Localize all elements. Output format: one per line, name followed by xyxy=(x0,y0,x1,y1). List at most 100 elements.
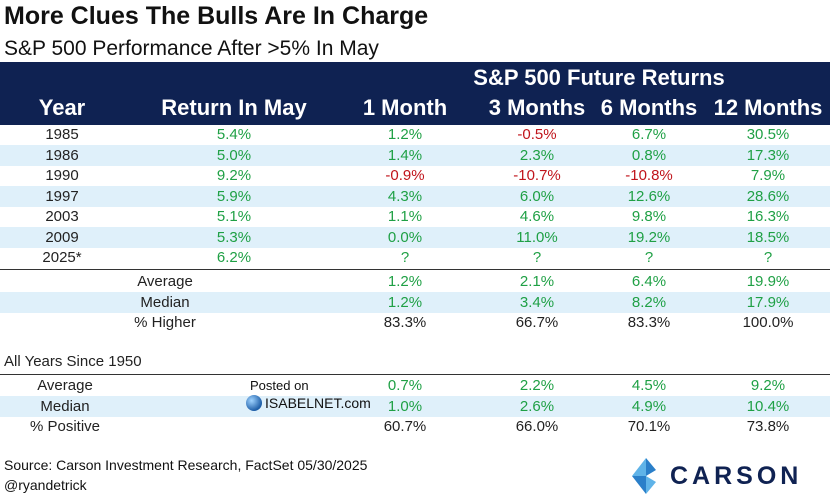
cell-1-month: ? xyxy=(400,249,410,266)
cell-year: 1997 xyxy=(45,188,79,205)
cell-year: 2009 xyxy=(45,229,79,246)
cell-return-in-may: 5.1% xyxy=(216,208,252,225)
cell-1-month: 0.0% xyxy=(387,229,423,246)
column-header-12-months: 12 Months xyxy=(713,95,823,120)
cell-year: 2003 xyxy=(45,208,79,225)
summary-6-months: 8.2% xyxy=(631,294,667,311)
table-row: 1986 5.0% 1.4% 2.3% 0.8% 17.3% xyxy=(0,145,830,166)
cell-12-months: 16.3% xyxy=(746,208,790,225)
summary-1-month: 83.3% xyxy=(383,314,427,331)
cell-3-months: -0.5% xyxy=(517,126,557,143)
column-header-6-months: 6 Months xyxy=(600,95,698,120)
cell-6-months: ? xyxy=(644,249,654,266)
cell-6-months: 6.7% xyxy=(631,126,667,143)
summary-row: Median 1.2% 3.4% 8.2% 17.9% xyxy=(0,292,830,313)
cell-6-months: 12.6% xyxy=(627,188,671,205)
summary-label: Median xyxy=(140,294,190,311)
all-years-label: % Positive xyxy=(29,418,101,435)
source-note: Source: Carson Investment Research, Fact… xyxy=(4,457,368,473)
row-separator xyxy=(0,374,830,375)
all-years-label: Average xyxy=(37,377,93,394)
author-handle: @ryandetrick xyxy=(4,477,87,493)
cell-6-months: 19.2% xyxy=(627,229,671,246)
all-years-row: Median 1.0% 2.6% 4.9% 10.4% xyxy=(0,396,830,417)
column-header-1-month: 1 Month xyxy=(362,95,448,120)
all-years-6-months: 4.5% xyxy=(631,377,667,394)
cell-year: 2025* xyxy=(42,249,82,266)
summary-1-month: 1.2% xyxy=(387,273,423,290)
all-years-12-months: 10.4% xyxy=(746,398,790,415)
summary-label: % Higher xyxy=(134,314,196,331)
carson-logo-text: CARSON xyxy=(670,462,803,490)
chart-subtitle: S&P 500 Performance After >5% In May xyxy=(4,37,379,60)
all-years-6-months: 4.9% xyxy=(631,398,667,415)
summary-12-months: 19.9% xyxy=(746,273,790,290)
all-years-3-months: 2.6% xyxy=(519,398,555,415)
summary-12-months: 17.9% xyxy=(746,294,790,311)
table-header: S&P 500 Future Returns Year Return In Ma… xyxy=(0,62,830,125)
cell-return-in-may: 6.2% xyxy=(216,249,252,266)
cell-1-month: 1.2% xyxy=(387,126,423,143)
cell-return-in-may: 5.0% xyxy=(216,147,252,164)
column-header-year: Year xyxy=(38,95,86,120)
cell-return-in-may: 5.9% xyxy=(216,188,252,205)
cell-6-months: 9.8% xyxy=(631,208,667,225)
cell-6-months: -10.8% xyxy=(625,167,673,184)
cell-12-months: 7.9% xyxy=(750,167,786,184)
summary-row: Average 1.2% 2.1% 6.4% 19.9% xyxy=(0,271,830,292)
section-label-all-years: All Years Since 1950 xyxy=(4,353,142,370)
all-years-label: Median xyxy=(40,398,90,415)
all-years-1-month: 1.0% xyxy=(387,398,423,415)
cell-year: 1986 xyxy=(45,147,79,164)
summary-row: % Higher 83.3% 66.7% 83.3% 100.0% xyxy=(0,312,830,333)
all-years-1-month: 0.7% xyxy=(387,377,423,394)
all-years-row: Average 0.7% 2.2% 4.5% 9.2% xyxy=(0,375,830,396)
cell-12-months: ? xyxy=(763,249,773,266)
cell-return-in-may: 5.4% xyxy=(216,126,252,143)
table-row: 1997 5.9% 4.3% 6.0% 12.6% 28.6% xyxy=(0,186,830,207)
all-years-12-months: 73.8% xyxy=(746,418,790,435)
column-header-return-in-may: Return In May xyxy=(161,95,307,120)
all-years-1-month: 60.7% xyxy=(383,418,427,435)
all-years-3-months: 2.2% xyxy=(519,377,555,394)
cell-12-months: 18.5% xyxy=(746,229,790,246)
summary-3-months: 3.4% xyxy=(519,294,555,311)
summary-6-months: 6.4% xyxy=(631,273,667,290)
summary-12-months: 100.0% xyxy=(742,314,794,331)
cell-12-months: 28.6% xyxy=(746,188,790,205)
cell-1-month: -0.9% xyxy=(385,167,425,184)
cell-12-months: 17.3% xyxy=(746,147,790,164)
all-years-12-months: 9.2% xyxy=(750,377,786,394)
all-years-3-months: 66.0% xyxy=(515,418,559,435)
table-row: 2003 5.1% 1.1% 4.6% 9.8% 16.3% xyxy=(0,206,830,227)
cell-3-months: -10.7% xyxy=(513,167,561,184)
cell-1-month: 1.4% xyxy=(387,147,423,164)
watermark-site: ISABELNET.com xyxy=(246,395,371,411)
table-row: 2025* 6.2%???? xyxy=(0,247,830,268)
summary-1-month: 1.2% xyxy=(387,294,423,311)
future-returns-heading: S&P 500 Future Returns xyxy=(473,65,725,90)
cell-3-months: ? xyxy=(532,249,542,266)
carson-logo-icon xyxy=(632,458,656,494)
cell-3-months: 2.3% xyxy=(519,147,555,164)
watermark-site-text: ISABELNET.com xyxy=(265,395,371,411)
chart-title: More Clues The Bulls Are In Charge xyxy=(4,2,429,30)
cell-return-in-may: 9.2% xyxy=(216,167,252,184)
cell-return-in-may: 5.3% xyxy=(216,229,252,246)
cell-6-months: 0.8% xyxy=(631,147,667,164)
watermark-posted-on: Posted on xyxy=(250,378,309,393)
table-row: 1985 5.4% 1.2% -0.5% 6.7% 30.5% xyxy=(0,124,830,145)
all-years-row: % Positive 60.7% 66.0% 70.1% 73.8% xyxy=(0,416,830,437)
row-separator xyxy=(0,269,830,270)
table-row: 1990 9.2% -0.9% -10.7% -10.8% 7.9% xyxy=(0,165,830,186)
summary-label: Average xyxy=(137,273,193,290)
cell-year: 1985 xyxy=(45,126,79,143)
cell-3-months: 6.0% xyxy=(519,188,555,205)
summary-3-months: 66.7% xyxy=(515,314,559,331)
cell-12-months: 30.5% xyxy=(746,126,790,143)
column-header-3-months: 3 Months xyxy=(488,95,586,120)
cell-1-month: 4.3% xyxy=(387,188,423,205)
cell-1-month: 1.1% xyxy=(387,208,423,225)
summary-3-months: 2.1% xyxy=(519,273,555,290)
cell-year: 1990 xyxy=(45,167,79,184)
